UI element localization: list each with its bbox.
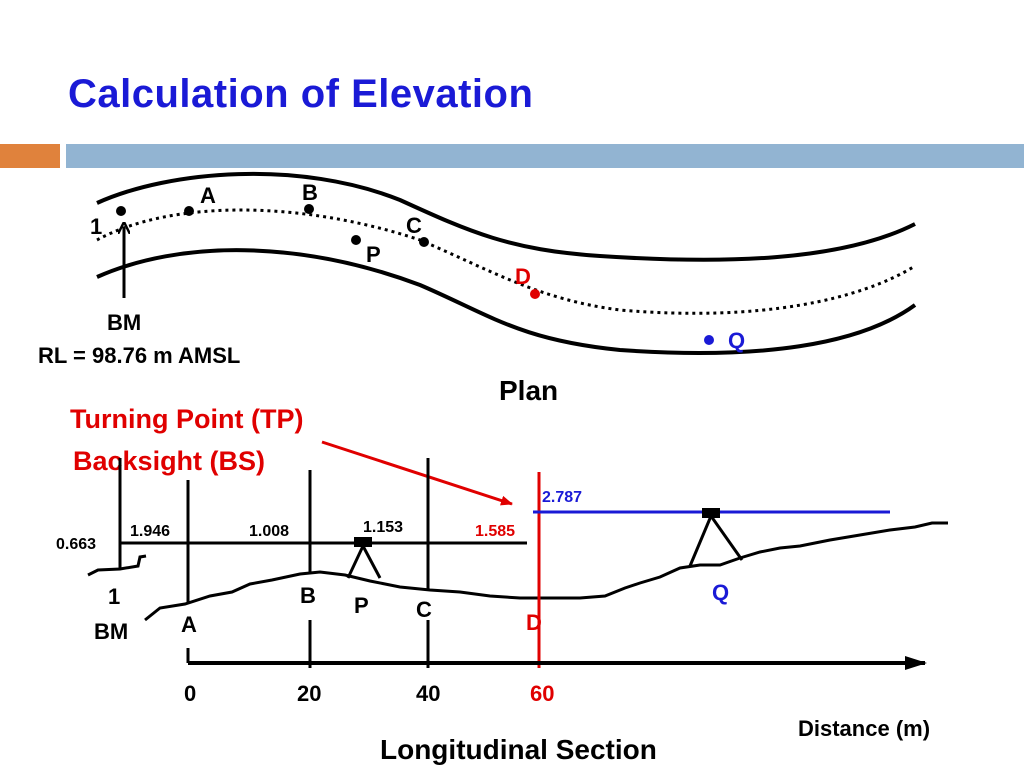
bm-label: BM (107, 310, 141, 335)
station-label-q: Q (712, 580, 729, 605)
plan-point-a (184, 206, 194, 216)
axis-tick-label-0: 0 (184, 681, 196, 706)
plan-point-p (351, 235, 361, 245)
rl-label: RL = 98.76 m AMSL (38, 343, 240, 368)
tripod-q-left (688, 515, 713, 567)
tp-annotation-line2: Backsight (BS) (73, 446, 265, 476)
plan-label-p: P (366, 242, 381, 267)
plan-label-q: Q (728, 328, 745, 353)
station-label-1: 1 (108, 584, 120, 609)
plan-label-b: B (302, 180, 318, 205)
plan-point-q (704, 335, 714, 345)
plan-view: 1 A B C P D Q BM RL = 98.76 m AMSL Plan (38, 171, 917, 406)
axis-tick-label-60: 60 (530, 681, 554, 706)
plan-label-c: C (406, 213, 422, 238)
station-label-d: D (526, 610, 542, 635)
tripod-q-right (709, 515, 744, 561)
axis-label: Distance (m) (798, 716, 930, 741)
road-centerline (96, 208, 916, 315)
plan-label-a: A (200, 183, 216, 208)
plan-point-1 (116, 206, 126, 216)
section-caption: Longitudinal Section (380, 734, 657, 765)
road-edge-lower (96, 248, 917, 355)
station-label-a: A (181, 612, 197, 637)
ground-profile (144, 521, 948, 622)
station-label-bm: BM (94, 619, 128, 644)
plan-point-b (304, 204, 314, 214)
section-view: Turning Point (TP) Backsight (BS) 0.663 … (56, 404, 948, 765)
station-label-c: C (416, 597, 432, 622)
tp-annotation-line1: Turning Point (TP) (70, 404, 303, 434)
plan-label-d: D (515, 264, 531, 289)
axis-tick-label-20: 20 (297, 681, 321, 706)
ground-profile-left (87, 554, 147, 577)
axis-tick-label-40: 40 (416, 681, 440, 706)
plan-point-c (419, 237, 429, 247)
reading-a: 1.946 (130, 523, 170, 540)
level-instrument-p (354, 537, 372, 547)
road-edge-upper (96, 171, 916, 262)
plan-caption: Plan (499, 375, 558, 406)
reading-d-bs: 2.787 (542, 489, 582, 506)
station-label-b: B (300, 583, 316, 608)
station-label-p: P (354, 593, 369, 618)
plan-label-1: 1 (90, 214, 102, 239)
level-instrument-q (702, 508, 720, 518)
reading-bm: 0.663 (56, 536, 96, 553)
slide-title: Calculation of Elevation (68, 72, 534, 116)
header-bar-blue (66, 144, 1024, 168)
plan-point-d (530, 289, 540, 299)
tripod-p-right (361, 545, 382, 579)
tripod-p-left (346, 545, 365, 579)
reading-d-fs: 1.585 (475, 523, 515, 540)
reading-c: 1.153 (363, 519, 403, 536)
reading-b: 1.008 (249, 523, 289, 540)
tp-annotation-arrow (321, 440, 513, 506)
header-bar-orange (0, 144, 60, 168)
